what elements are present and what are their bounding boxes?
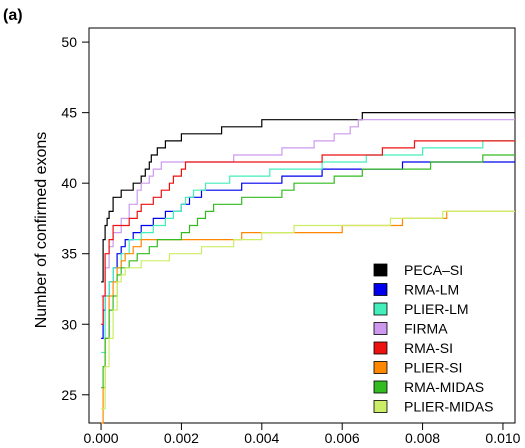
legend-label: RMA-LM bbox=[404, 282, 459, 298]
legend-swatch bbox=[373, 361, 388, 374]
series-layer bbox=[101, 112, 515, 424]
x-tick-label: 0.006 bbox=[325, 430, 360, 446]
x-tick-label: 0.004 bbox=[244, 430, 279, 446]
legend-label: FIRMA bbox=[404, 321, 448, 337]
legend-label: PLIER-SI bbox=[404, 360, 462, 376]
y-axis-label: Number of confirmed exons bbox=[33, 132, 50, 329]
legend-swatch bbox=[373, 283, 388, 296]
legend-label: RMA-MIDAS bbox=[404, 379, 484, 395]
axes: 25 30 35 40 45 50 0.000 0.002 0.004 0.006 0.008 0.0… bbox=[61, 27, 521, 446]
series-line bbox=[101, 112, 515, 283]
y-tick-label: 50 bbox=[61, 34, 77, 50]
legend-swatch bbox=[373, 380, 388, 394]
legend-swatch bbox=[373, 341, 388, 355]
x-tick-label: 0.008 bbox=[405, 430, 440, 446]
x-tick-label: 0.000 bbox=[84, 430, 119, 446]
legend-swatch bbox=[373, 263, 388, 277]
legend-swatch bbox=[373, 322, 388, 335]
x-tick-label: 0.002 bbox=[164, 430, 199, 446]
legend: PECA–SI RMA-LM PLIER-LM FIRMA RMA-SI PLIER-SI… bbox=[373, 262, 493, 415]
legend-label: PECA–SI bbox=[404, 262, 463, 278]
y-tick-label: 25 bbox=[61, 387, 77, 403]
series-line bbox=[101, 140, 515, 325]
legend-label: RMA-SI bbox=[404, 340, 453, 356]
y-tick-label: 40 bbox=[61, 175, 77, 191]
y-tick-label: 45 bbox=[61, 105, 77, 121]
series-line bbox=[101, 140, 515, 354]
legend-label: PLIER-LM bbox=[404, 301, 469, 317]
legend-label: PLIER-MIDAS bbox=[404, 399, 493, 415]
y-tick-label: 30 bbox=[61, 316, 77, 332]
plot-frame bbox=[88, 27, 516, 424]
legend-swatch bbox=[373, 302, 388, 316]
panel-label: (a) bbox=[3, 7, 23, 24]
x-tick-label: 0.010 bbox=[485, 430, 520, 446]
series-line bbox=[101, 154, 515, 389]
legend-swatch bbox=[373, 400, 388, 413]
series-line bbox=[101, 210, 515, 410]
y-tick-label: 35 bbox=[61, 246, 77, 262]
